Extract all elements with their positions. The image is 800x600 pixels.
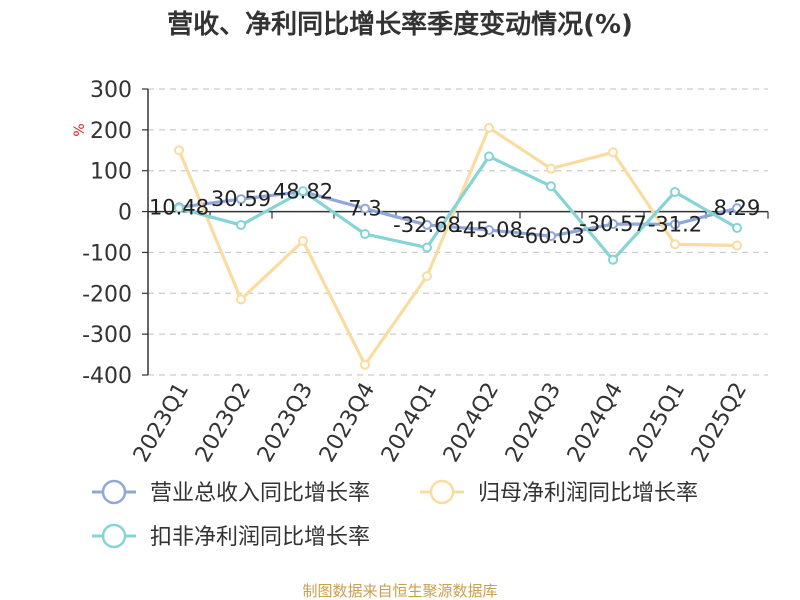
y-tick-label: 0: [118, 201, 132, 226]
data-point: [546, 231, 556, 242]
data-label: 10.48: [149, 195, 209, 219]
data-point: [298, 186, 308, 197]
data-point: [546, 163, 556, 174]
legend-label: 归母净利润同比增长率: [478, 481, 698, 506]
data-point: [236, 194, 246, 205]
chart-title: 营收、净利同比增长率季度变动情况(%): [167, 9, 633, 40]
data-label: 7.3: [348, 197, 381, 221]
legend-marker: [101, 479, 127, 505]
data-point: [422, 219, 432, 230]
data-point: [236, 294, 246, 305]
legend-item[interactable]: 扣非净利润同比增长率: [92, 523, 370, 550]
y-tick-label: -400: [82, 364, 132, 389]
y-tick-label: -100: [82, 241, 132, 266]
data-point: [298, 235, 308, 246]
data-point: [360, 359, 370, 370]
data-point: [732, 222, 742, 233]
x-tick-label: 2024Q4: [563, 379, 628, 467]
x-tick-label: 2025Q2: [687, 379, 752, 467]
data-point: [546, 181, 556, 192]
data-label: 48.82: [273, 180, 333, 204]
gridlines: [148, 88, 768, 376]
data-point: [670, 186, 680, 197]
y-tick-label: 100: [90, 160, 132, 185]
x-tick-label: 2023Q1: [129, 379, 194, 467]
data-label: 8.29: [714, 196, 761, 220]
x-tick-label: 2023Q4: [315, 379, 380, 467]
legend-item[interactable]: 归母净利润同比增长率: [420, 479, 698, 506]
x-tick-label: 2025Q1: [625, 379, 690, 467]
series-group: [174, 122, 742, 370]
data-point: [174, 203, 184, 214]
legend-marker: [429, 479, 455, 505]
y-axis-ticks: 300 200 100 0 -100 -200 -300 -400: [82, 78, 148, 389]
y-tick-label: 200: [90, 119, 132, 144]
legend-item[interactable]: 营业总收入同比增长率: [92, 479, 370, 506]
data-point: [732, 240, 742, 251]
data-point: [732, 203, 742, 214]
legend-label: 营业总收入同比增长率: [150, 481, 370, 506]
data-labels: 10.48 30.59 48.82 7.3 -32.68-45.08-60.03-30.…: [149, 180, 760, 248]
data-point: [422, 271, 432, 282]
x-tick-label: 2023Q3: [253, 379, 318, 467]
x-tick-label: 2024Q2: [439, 379, 504, 467]
data-point: [484, 122, 494, 133]
data-point: [360, 203, 370, 214]
data-point: [670, 239, 680, 250]
data-point: [360, 229, 370, 240]
data-point: [484, 224, 494, 235]
series-line-1: [177, 126, 738, 367]
data-point: [608, 147, 618, 158]
data-point: [236, 220, 246, 231]
source-note: 制图数据来自恒生聚源数据库: [302, 582, 497, 600]
data-point: [422, 242, 432, 253]
x-axis-ticks: 2023Q12023Q22023Q32023Q42024Q12024Q22024…: [129, 379, 752, 467]
data-point: [484, 151, 494, 162]
y-tick-label: 300: [90, 78, 132, 103]
legend-label: 扣非净利润同比增长率: [150, 525, 370, 550]
data-label: -45.08: [455, 218, 523, 242]
x-tick-label: 2023Q2: [191, 379, 256, 467]
data-point: [608, 219, 618, 230]
series-line-2: [178, 154, 738, 262]
data-label: -60.03: [517, 224, 585, 248]
y-axis-unit-label: %: [72, 123, 88, 136]
data-point: [174, 145, 184, 156]
legend-marker: [101, 523, 127, 549]
data-label: -31.2: [648, 212, 702, 236]
data-label: 30.59: [211, 187, 271, 211]
data-label: -30.57: [579, 212, 647, 236]
data-point: [670, 219, 680, 230]
y-tick-label: -200: [82, 282, 132, 307]
data-label: -32.68: [393, 213, 461, 237]
data-point: [608, 254, 618, 265]
y-tick-label: -300: [82, 323, 132, 348]
x-tick-label: 2024Q3: [501, 379, 566, 467]
x-tick-label: 2024Q1: [377, 379, 442, 467]
